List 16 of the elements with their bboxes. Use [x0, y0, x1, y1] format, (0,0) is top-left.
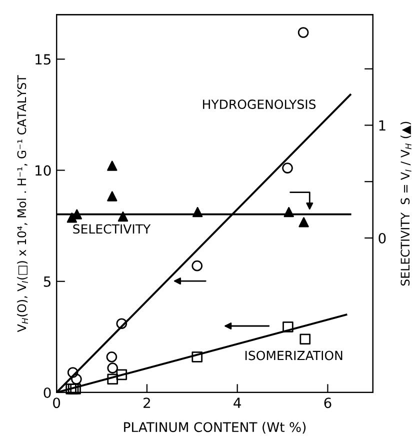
y-tick-label: 10 — [36, 165, 51, 176]
y-tick-label: 15 — [36, 54, 50, 65]
x-tick-label: 6 — [324, 398, 332, 408]
y-tick-label: 0 — [44, 387, 51, 398]
series-label: HYDROGENOLYSIS — [203, 100, 316, 110]
y2-axis-title: SELECTIVITY S = V$_{I}$ / V$_{H}$ (▲) — [400, 122, 412, 286]
y2-tick-label: 1 — [379, 120, 386, 131]
y-axis-title: V$_{H}$(O), V$_{I}$(□) x 10⁴, Mol . H⁻¹, G⁻¹ CATALYST — [17, 75, 28, 332]
x-tick-label: 4 — [234, 398, 241, 408]
y-tick-label: 5 — [44, 276, 50, 287]
x-tick-label: 2 — [144, 398, 150, 408]
series-label: ISOMERIZATION — [245, 350, 342, 360]
y2-tick-label: 0 — [378, 232, 386, 244]
x-tick-label: 0 — [53, 398, 60, 408]
series-label: SELECTIVITY — [73, 224, 151, 234]
x-axis-title: PLATINUM CONTENT (Wt %) — [124, 422, 306, 434]
